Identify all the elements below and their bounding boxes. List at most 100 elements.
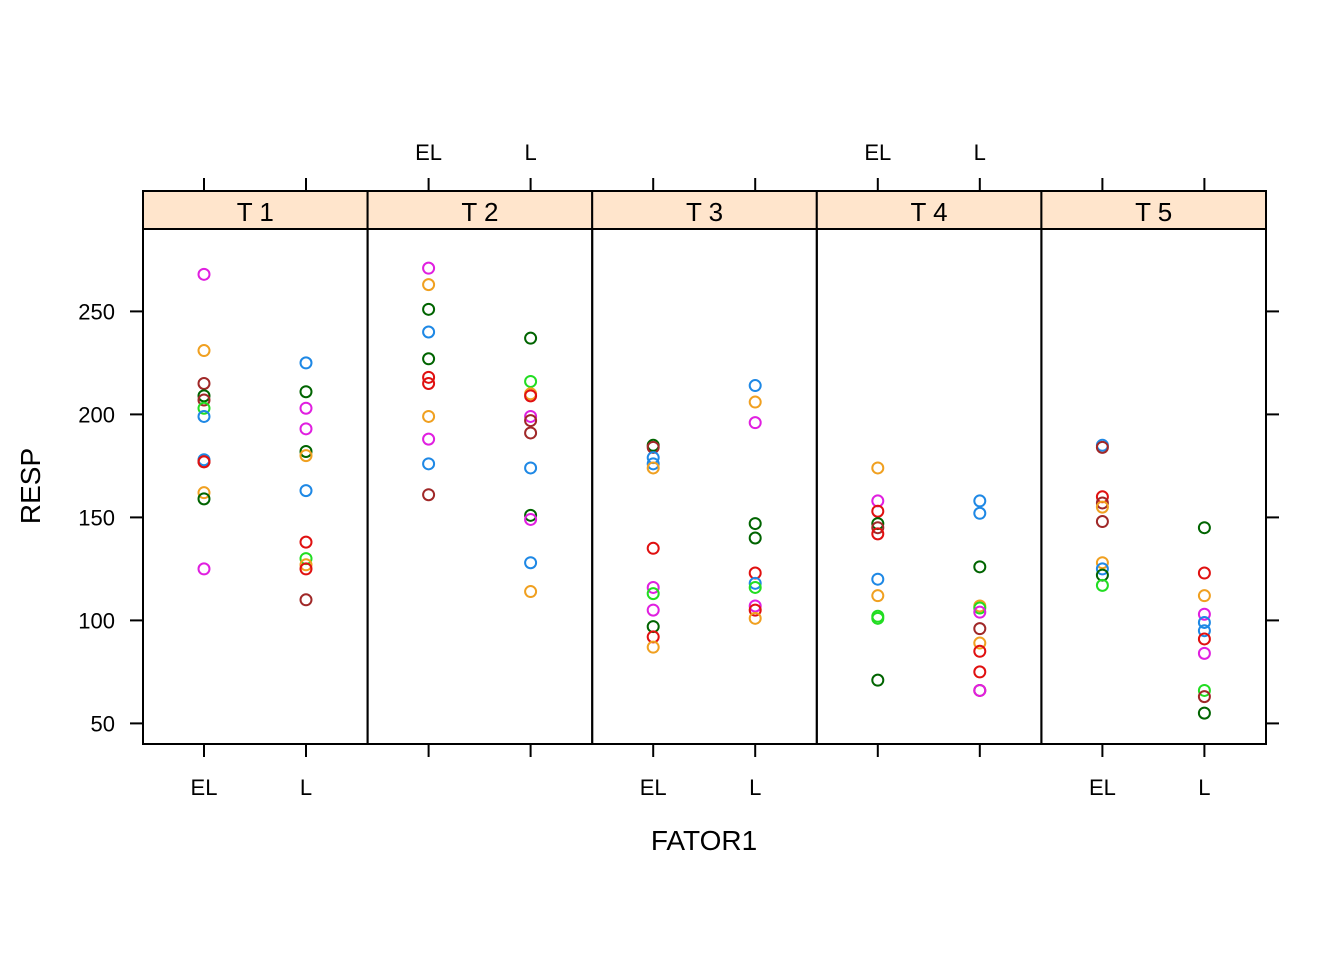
data-point <box>299 535 313 549</box>
data-point <box>1197 607 1211 621</box>
data-point <box>197 455 211 469</box>
data-point <box>197 393 211 407</box>
data-point <box>646 461 660 475</box>
data-point <box>748 416 762 430</box>
data-point <box>197 562 211 576</box>
data-point <box>1197 706 1211 720</box>
data-point <box>197 377 211 390</box>
x-tick-label: EL <box>191 775 218 800</box>
y-tick-label: 150 <box>78 505 115 530</box>
data-point <box>1197 566 1211 580</box>
data-point <box>422 325 436 339</box>
strip-2 <box>366 190 594 230</box>
y-tick-label: 100 <box>78 608 115 633</box>
y-axis-title: RESP <box>15 448 46 524</box>
y-tick-label: 50 <box>91 711 115 736</box>
x-tick-label-top: EL <box>415 140 442 165</box>
data-point <box>871 504 885 518</box>
data-point <box>646 603 660 617</box>
panels-layer: T 1 T 2 T 3 T 4 T 5 <box>142 190 1268 745</box>
data-point <box>1197 624 1211 638</box>
data-point <box>973 622 987 636</box>
data-point <box>871 611 885 625</box>
data-point <box>1197 521 1211 535</box>
data-point <box>748 531 762 545</box>
data-point <box>524 461 538 475</box>
x-axis-title: FATOR1 <box>651 825 757 856</box>
x-tick-label-top: L <box>974 140 986 165</box>
data-point <box>524 409 538 423</box>
data-point <box>524 556 538 570</box>
data-point <box>646 541 660 555</box>
data-point <box>973 683 987 697</box>
data-point <box>646 640 660 654</box>
data-point <box>422 432 436 446</box>
x-tick-label: L <box>749 775 761 800</box>
data-point <box>422 261 436 275</box>
data-point <box>1095 515 1109 529</box>
panel-frame-2 <box>366 228 594 745</box>
strip-label: T 2 <box>461 197 498 227</box>
data-point <box>422 352 436 366</box>
data-point <box>422 370 436 384</box>
data-point <box>524 508 538 522</box>
data-point <box>422 457 436 471</box>
data-point <box>1197 615 1211 629</box>
data-point <box>646 587 660 601</box>
data-point <box>299 356 313 370</box>
data-point <box>524 585 538 599</box>
data-point <box>197 267 211 281</box>
data-point <box>1095 578 1109 592</box>
data-point <box>973 506 987 520</box>
data-point <box>524 389 538 403</box>
data-point <box>871 521 885 535</box>
data-point <box>1095 496 1109 510</box>
data-point <box>299 558 313 572</box>
panel-frame-3 <box>591 228 818 745</box>
strip-label: T 4 <box>911 197 948 227</box>
data-point <box>197 389 211 403</box>
data-point <box>422 278 436 292</box>
x-tick-label: L <box>1198 775 1210 800</box>
data-point <box>748 395 762 409</box>
data-point <box>871 461 885 475</box>
data-point <box>1095 556 1109 570</box>
data-point <box>748 580 762 594</box>
data-point <box>422 377 436 390</box>
data-point <box>646 457 660 471</box>
data-point <box>748 599 762 613</box>
strip-label: T 3 <box>686 197 723 227</box>
panel-frame-1 <box>142 228 369 745</box>
data-point <box>1197 690 1211 704</box>
data-point <box>646 580 660 594</box>
data-point <box>973 560 987 574</box>
y-tick-label: 200 <box>78 402 115 427</box>
data-point <box>524 374 538 388</box>
data-point <box>524 512 538 526</box>
data-point <box>524 414 538 428</box>
data-point <box>973 665 987 679</box>
strip-label: T 5 <box>1135 197 1172 227</box>
x-tick-label: EL <box>1089 775 1116 800</box>
data-point <box>422 409 436 423</box>
data-point <box>299 422 313 436</box>
data-point <box>197 492 211 506</box>
data-point <box>299 593 313 607</box>
data-point <box>197 401 211 415</box>
data-point <box>1197 683 1211 697</box>
data-point <box>973 605 987 619</box>
data-point <box>748 611 762 625</box>
data-point <box>1197 646 1211 660</box>
data-point <box>1095 440 1109 454</box>
data-point <box>1197 632 1211 646</box>
data-point <box>524 426 538 440</box>
data-point <box>748 379 762 393</box>
data-point <box>524 331 538 345</box>
data-point <box>299 401 313 415</box>
data-point <box>973 644 987 658</box>
data-point <box>1095 562 1109 576</box>
data-point <box>748 517 762 531</box>
data-point <box>299 444 313 458</box>
